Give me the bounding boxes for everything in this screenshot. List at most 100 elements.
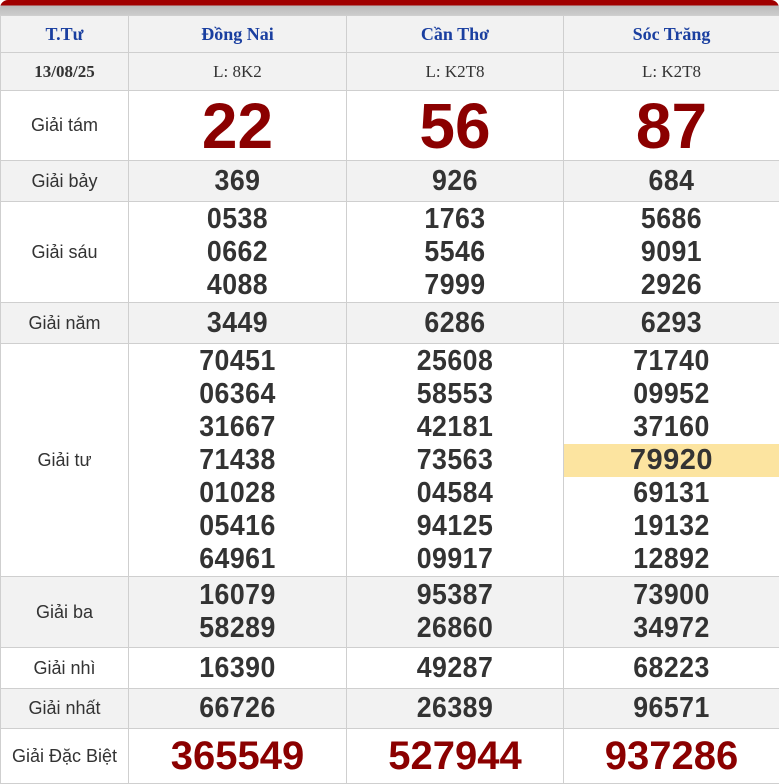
prize-number: 69131 (573, 477, 771, 510)
prize-cell: 96571 (564, 689, 779, 729)
prize-number: 369 (138, 165, 338, 198)
prize-number: 73563 (356, 444, 555, 477)
prize-number: 12892 (573, 543, 771, 576)
lot-code: L: 8K2 (129, 53, 347, 91)
prize-number: 365549 (129, 734, 346, 779)
province-soc-trang[interactable]: Sóc Trăng (564, 16, 779, 53)
prize-row: Giải bảy 369 926 684 (1, 161, 779, 202)
prize-number: 6286 (356, 307, 555, 340)
prize-number: 87 (564, 92, 779, 160)
lottery-results-table: T.Tư Đồng Nai Cần Thơ Sóc Trăng 13/08/25… (0, 15, 779, 784)
prize-number: 31667 (138, 411, 338, 444)
prize-label: Giải bảy (1, 161, 129, 202)
prize-label: Giải sáu (1, 202, 129, 303)
prize-number: 66726 (138, 692, 338, 725)
prize-label: Giải tám (1, 91, 129, 161)
prize-number: 7999 (356, 269, 555, 302)
prize-cell: 22 (129, 91, 347, 161)
prize-number: 937286 (564, 734, 779, 779)
prize-number: 73900 (573, 579, 771, 612)
prize-number: 71740 (573, 345, 771, 378)
prize-label: Giải nhất (1, 689, 129, 729)
prize-cell: 87 (564, 91, 779, 161)
prize-number: 22 (129, 92, 346, 160)
prize-label: Giải Đặc Biệt (1, 729, 129, 784)
prize-row: Giải nhất 66726 26389 96571 (1, 689, 779, 729)
prize-number: 58289 (138, 612, 338, 645)
lot-code: L: K2T8 (347, 53, 564, 91)
prize-number: 79920 (564, 444, 779, 477)
province-dong-nai[interactable]: Đồng Nai (129, 16, 347, 53)
prize-number: 0538 (138, 203, 338, 236)
prize-number: 70451 (138, 345, 338, 378)
prize-cell: 937286 (564, 729, 779, 784)
date-row: 13/08/25 L: 8K2 L: K2T8 L: K2T8 (1, 53, 779, 91)
prize-number: 26389 (356, 692, 555, 725)
province-can-tho[interactable]: Cần Thơ (347, 16, 564, 53)
prize-number: 527944 (347, 734, 563, 779)
prize-cell: 6293 (564, 303, 779, 344)
prize-number: 26860 (356, 612, 555, 645)
prize-cell: 527944 (347, 729, 564, 784)
prize-number: 04584 (356, 477, 555, 510)
prize-number: 09917 (356, 543, 555, 576)
prize-label: Giải tư (1, 344, 129, 577)
day-header: T.Tư (1, 16, 129, 53)
prize-cell: 684 (564, 161, 779, 202)
prize-number: 926 (356, 165, 555, 198)
prize-number: 2926 (573, 269, 771, 302)
prize-number: 96571 (573, 692, 771, 725)
prize-label: Giải năm (1, 303, 129, 344)
prize-number: 05416 (138, 510, 338, 543)
prize-label: Giải ba (1, 577, 129, 648)
prize-cell: 66726 (129, 689, 347, 729)
prize-number: 64961 (138, 543, 338, 576)
prize-cell: 3449 (129, 303, 347, 344)
prize-number: 6293 (573, 307, 771, 340)
prize-number: 94125 (356, 510, 555, 543)
prize-number: 09952 (573, 378, 771, 411)
prize-number: 9091 (573, 236, 771, 269)
prize-number: 16390 (138, 652, 338, 685)
prize-cell: 16390 (129, 648, 347, 689)
prize-number: 16079 (138, 579, 338, 612)
prize-cell: 68223 (564, 648, 779, 689)
prize-cell: 56 (347, 91, 564, 161)
prize-cell: 6286 (347, 303, 564, 344)
prize-number: 06364 (138, 378, 338, 411)
prize-cell: 365549 (129, 729, 347, 784)
prize-label: Giải nhì (1, 648, 129, 689)
prize-number: 0662 (138, 236, 338, 269)
prize-cell: 926 (347, 161, 564, 202)
lot-code: L: K2T8 (564, 53, 779, 91)
prize-number: 58553 (356, 378, 555, 411)
prize-number: 3449 (138, 307, 338, 340)
prize-number: 5686 (573, 203, 771, 236)
prize-cell: 49287 (347, 648, 564, 689)
prize-number: 25608 (356, 345, 555, 378)
prize-number: 19132 (573, 510, 771, 543)
prize-number: 4088 (138, 269, 338, 302)
prize-number: 95387 (356, 579, 555, 612)
prize-number: 684 (573, 165, 771, 198)
prize-number: 68223 (573, 652, 771, 685)
header-row: T.Tư Đồng Nai Cần Thơ Sóc Trăng (1, 16, 779, 53)
prize-cell: 26389 (347, 689, 564, 729)
top-bar (0, 0, 779, 15)
prize-cell: 369 (129, 161, 347, 202)
prize-number: 71438 (138, 444, 338, 477)
